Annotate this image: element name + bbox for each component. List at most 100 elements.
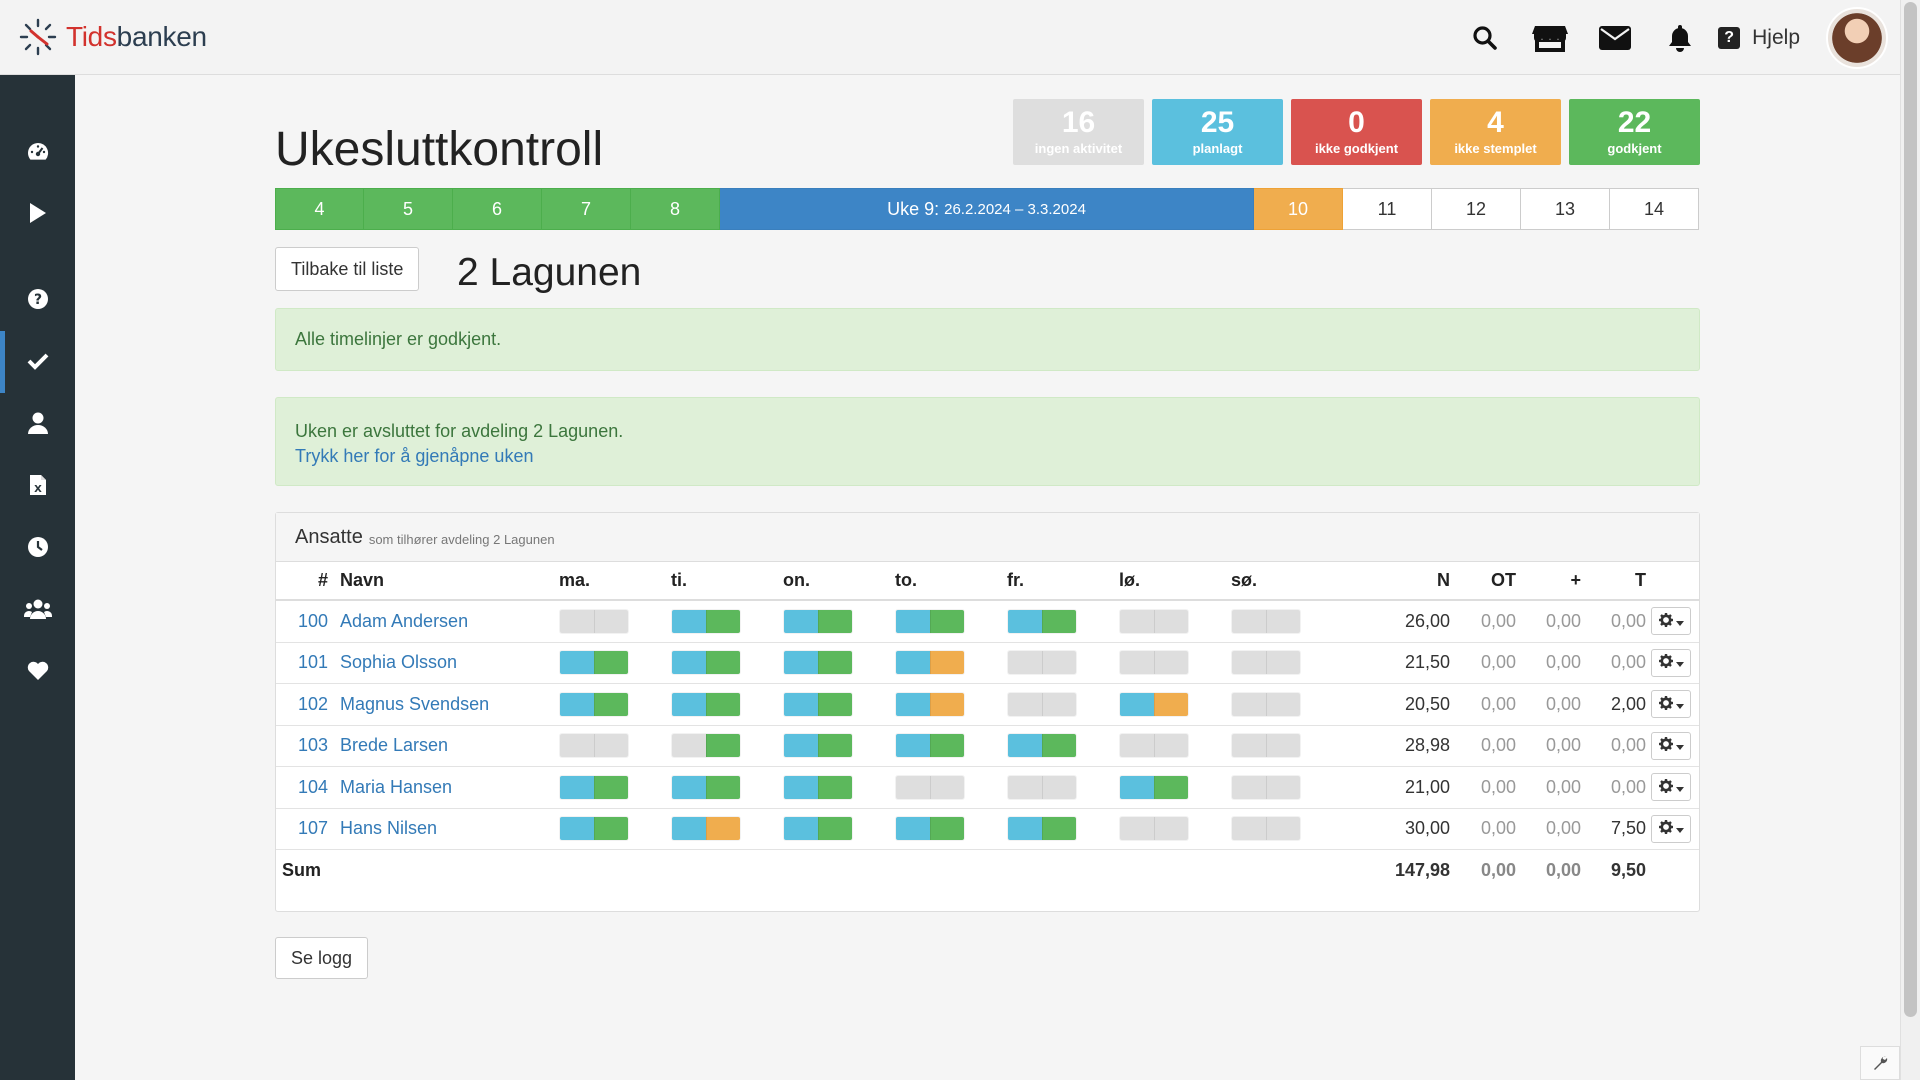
- day-status-bar[interactable]: [559, 650, 629, 676]
- view-log-button[interactable]: Se logg: [275, 937, 369, 979]
- day-status-bar[interactable]: [895, 608, 965, 634]
- play-icon[interactable]: [0, 183, 75, 243]
- day-status-bar[interactable]: [895, 774, 965, 800]
- day-status-cell[interactable]: [559, 684, 629, 725]
- day-status-cell[interactable]: [895, 684, 965, 725]
- week-tab[interactable]: 4: [275, 188, 364, 230]
- app-logo[interactable]: Tidsbanken: [18, 17, 207, 57]
- week-tab[interactable]: 5: [364, 188, 453, 230]
- day-status-cell[interactable]: [1119, 726, 1189, 767]
- stat-no-activity[interactable]: 16 ingen aktivitet: [1013, 99, 1144, 165]
- day-status-bar[interactable]: [559, 691, 629, 717]
- day-status-bar[interactable]: [1119, 691, 1189, 717]
- day-status-cell[interactable]: [1007, 601, 1077, 642]
- day-status-bar[interactable]: [1231, 608, 1301, 634]
- employee-number-link[interactable]: 102: [297, 693, 328, 714]
- employee-number-link[interactable]: 104: [297, 776, 328, 797]
- week-tab[interactable]: 8: [631, 188, 720, 230]
- users-icon[interactable]: [0, 579, 75, 639]
- day-status-cell[interactable]: [671, 809, 741, 850]
- day-status-cell[interactable]: [559, 767, 629, 808]
- row-actions-button[interactable]: [1651, 648, 1691, 677]
- day-status-cell[interactable]: [783, 809, 853, 850]
- stat-not-stamped[interactable]: 4 ikke stemplet: [1430, 99, 1561, 165]
- day-status-bar[interactable]: [1231, 733, 1301, 759]
- store-icon[interactable]: [1517, 0, 1582, 75]
- day-status-cell[interactable]: [1119, 643, 1189, 684]
- day-status-bar[interactable]: [559, 733, 629, 759]
- week-tab[interactable]: 7: [542, 188, 631, 230]
- day-status-cell[interactable]: [671, 726, 741, 767]
- day-status-bar[interactable]: [1119, 774, 1189, 800]
- day-status-cell[interactable]: [1119, 767, 1189, 808]
- day-status-cell[interactable]: [559, 601, 629, 642]
- day-status-cell[interactable]: [1119, 601, 1189, 642]
- employee-name-link[interactable]: Adam Andersen: [340, 610, 469, 631]
- day-status-cell[interactable]: [783, 643, 853, 684]
- employee-name-link[interactable]: Brede Larsen: [340, 735, 449, 756]
- row-actions-button[interactable]: [1651, 607, 1691, 636]
- employee-name-link[interactable]: Maria Hansen: [340, 776, 453, 797]
- day-status-bar[interactable]: [1231, 650, 1301, 676]
- day-status-bar[interactable]: [671, 816, 741, 842]
- employee-number-link[interactable]: 100: [297, 610, 328, 631]
- day-status-bar[interactable]: [1007, 816, 1077, 842]
- day-status-bar[interactable]: [783, 691, 853, 717]
- help-link[interactable]: ? Hjelp: [1718, 26, 1800, 50]
- day-status-bar[interactable]: [671, 774, 741, 800]
- bell-icon[interactable]: [1647, 0, 1712, 75]
- week-tab[interactable]: 14: [1610, 188, 1699, 230]
- day-status-cell[interactable]: [783, 601, 853, 642]
- heart-icon[interactable]: [0, 641, 75, 701]
- day-status-bar[interactable]: [1119, 733, 1189, 759]
- day-status-bar[interactable]: [1119, 816, 1189, 842]
- row-actions-button[interactable]: [1651, 731, 1691, 760]
- envelope-icon[interactable]: [1582, 0, 1647, 75]
- day-status-bar[interactable]: [1007, 733, 1077, 759]
- day-status-bar[interactable]: [895, 733, 965, 759]
- day-status-bar[interactable]: [559, 774, 629, 800]
- day-status-cell[interactable]: [1007, 684, 1077, 725]
- day-status-cell[interactable]: [895, 726, 965, 767]
- row-actions-button[interactable]: [1651, 773, 1691, 802]
- employee-number-link[interactable]: 103: [297, 735, 328, 756]
- day-status-cell[interactable]: [783, 684, 853, 725]
- day-status-bar[interactable]: [1231, 816, 1301, 842]
- back-to-list-button[interactable]: Tilbake til liste: [275, 247, 420, 291]
- stat-approved[interactable]: 22 godkjent: [1569, 99, 1700, 165]
- wrench-icon[interactable]: [1860, 1046, 1900, 1080]
- day-status-cell[interactable]: [1119, 809, 1189, 850]
- day-status-cell[interactable]: [783, 767, 853, 808]
- day-status-bar[interactable]: [783, 733, 853, 759]
- day-status-cell[interactable]: [895, 643, 965, 684]
- row-actions-button[interactable]: [1651, 690, 1691, 719]
- day-status-cell[interactable]: [1007, 767, 1077, 808]
- day-status-cell[interactable]: [1007, 726, 1077, 767]
- week-tab[interactable]: 12: [1432, 188, 1521, 230]
- day-status-cell[interactable]: [1231, 684, 1301, 725]
- scrollbar[interactable]: [1900, 0, 1920, 1080]
- check-icon[interactable]: [0, 331, 75, 393]
- day-status-bar[interactable]: [895, 691, 965, 717]
- week-tab[interactable]: 13: [1521, 188, 1610, 230]
- stat-not-approved[interactable]: 0 ikke godkjent: [1291, 99, 1422, 165]
- day-status-cell[interactable]: [1007, 643, 1077, 684]
- day-status-bar[interactable]: [559, 608, 629, 634]
- day-status-cell[interactable]: [671, 643, 741, 684]
- day-status-bar[interactable]: [671, 608, 741, 634]
- day-status-cell[interactable]: [671, 684, 741, 725]
- day-status-bar[interactable]: [1119, 650, 1189, 676]
- week-tab[interactable]: 10: [1254, 188, 1343, 230]
- day-status-cell[interactable]: [1119, 684, 1189, 725]
- day-status-cell[interactable]: [559, 643, 629, 684]
- week-tab-current[interactable]: Uke 9: 26.2.2024 – 3.3.2024: [720, 188, 1254, 230]
- day-status-bar[interactable]: [671, 691, 741, 717]
- clock-icon[interactable]: [0, 517, 75, 577]
- day-status-bar[interactable]: [895, 650, 965, 676]
- week-tab[interactable]: 6: [453, 188, 542, 230]
- day-status-cell[interactable]: [1231, 726, 1301, 767]
- day-status-cell[interactable]: [1231, 809, 1301, 850]
- day-status-bar[interactable]: [783, 816, 853, 842]
- employee-name-link[interactable]: Magnus Svendsen: [340, 693, 490, 714]
- day-status-cell[interactable]: [559, 809, 629, 850]
